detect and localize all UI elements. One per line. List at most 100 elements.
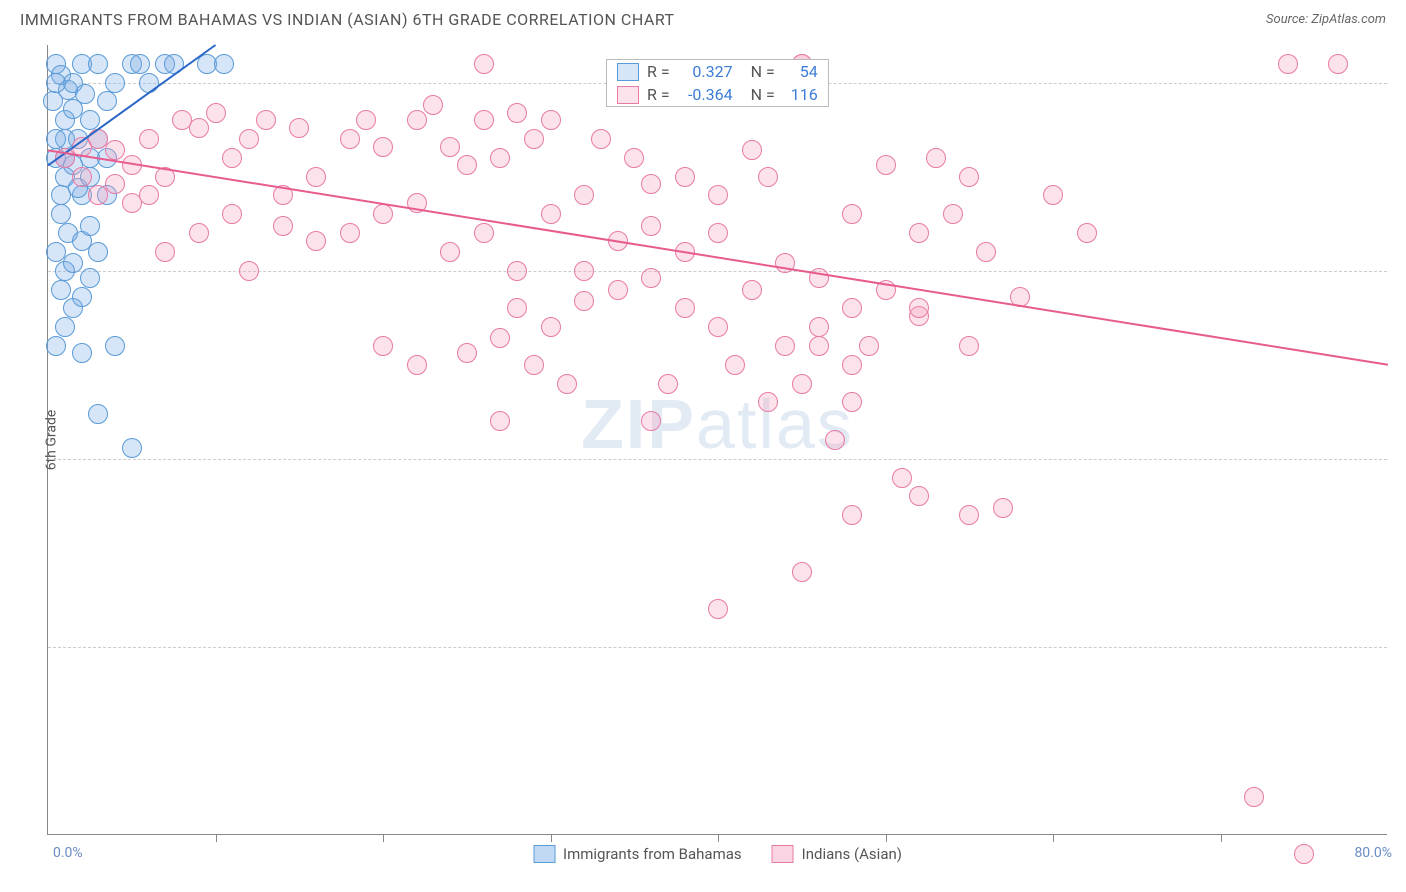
- data-point: [792, 562, 812, 582]
- data-point: [440, 137, 460, 157]
- r-value: 0.327: [678, 62, 733, 81]
- data-point: [214, 54, 234, 74]
- data-point: [708, 599, 728, 619]
- data-point: [407, 193, 427, 213]
- data-point: [75, 84, 95, 104]
- legend-label: Indians (Asian): [802, 845, 902, 863]
- data-point: [574, 261, 594, 281]
- x-axis-min-label: 0.0%: [53, 845, 83, 861]
- data-point: [373, 336, 393, 356]
- data-point: [63, 253, 83, 273]
- n-label: N =: [751, 85, 775, 104]
- data-point: [574, 185, 594, 205]
- data-point: [474, 54, 494, 74]
- x-tick: [551, 834, 552, 842]
- x-axis-max-label: 80.0%: [1354, 845, 1392, 861]
- data-point: [80, 268, 100, 288]
- data-point: [239, 261, 259, 281]
- data-point: [1294, 844, 1314, 864]
- data-point: [105, 336, 125, 356]
- data-point: [122, 438, 142, 458]
- data-point: [758, 392, 778, 412]
- data-point: [541, 110, 561, 130]
- data-point: [239, 129, 259, 149]
- data-point: [88, 404, 108, 424]
- data-point: [46, 73, 66, 93]
- data-point: [72, 343, 92, 363]
- n-value: 54: [783, 62, 818, 81]
- data-point: [407, 110, 427, 130]
- data-point: [557, 374, 577, 394]
- data-point: [658, 374, 678, 394]
- data-point: [608, 280, 628, 300]
- data-point: [909, 223, 929, 243]
- data-point: [105, 73, 125, 93]
- r-label: R =: [647, 85, 670, 104]
- data-point: [80, 110, 100, 130]
- data-point: [708, 223, 728, 243]
- data-point: [708, 317, 728, 337]
- n-label: N =: [751, 62, 775, 81]
- data-point: [959, 167, 979, 187]
- data-point: [43, 91, 63, 111]
- data-point: [222, 204, 242, 224]
- series-swatch: [617, 63, 639, 81]
- data-point: [507, 261, 527, 281]
- data-point: [758, 167, 778, 187]
- data-point: [130, 54, 150, 74]
- data-point: [97, 91, 117, 111]
- r-label: R =: [647, 62, 670, 81]
- data-point: [46, 336, 66, 356]
- data-point: [373, 137, 393, 157]
- data-point: [775, 253, 795, 273]
- data-point: [306, 231, 326, 251]
- data-point: [792, 374, 812, 394]
- source-attribution: Source: ZipAtlas.com: [1266, 12, 1386, 27]
- data-point: [591, 129, 611, 149]
- data-point: [46, 129, 66, 149]
- data-point: [122, 155, 142, 175]
- gridline-horizontal: [48, 459, 1387, 460]
- data-point: [809, 268, 829, 288]
- data-point: [1244, 787, 1264, 807]
- data-point: [407, 355, 427, 375]
- data-point: [641, 174, 661, 194]
- data-point: [373, 204, 393, 224]
- data-point: [206, 103, 226, 123]
- data-point: [507, 298, 527, 318]
- data-point: [574, 291, 594, 311]
- data-point: [876, 155, 896, 175]
- data-point: [222, 148, 242, 168]
- legend-label: Immigrants from Bahamas: [563, 845, 742, 863]
- data-point: [289, 118, 309, 138]
- data-point: [959, 336, 979, 356]
- data-point: [725, 355, 745, 375]
- legend-swatch: [533, 845, 555, 863]
- data-point: [859, 336, 879, 356]
- stats-row: R =-0.364N =116: [607, 83, 828, 106]
- correlation-stats-box: R = 0.327 N = 54 R =-0.364N =116: [606, 59, 829, 107]
- data-point: [88, 54, 108, 74]
- data-point: [1043, 185, 1063, 205]
- data-point: [641, 411, 661, 431]
- data-point: [842, 355, 862, 375]
- data-point: [164, 54, 184, 74]
- data-point: [842, 204, 862, 224]
- gridline-horizontal: [48, 647, 1387, 648]
- watermark: ZIPatlas: [581, 384, 854, 464]
- legend: Immigrants from Bahamas Indians (Asian): [533, 845, 902, 863]
- legend-swatch: [772, 845, 794, 863]
- data-point: [88, 242, 108, 262]
- data-point: [189, 223, 209, 243]
- data-point: [72, 167, 92, 187]
- data-point: [273, 185, 293, 205]
- data-point: [842, 298, 862, 318]
- data-point: [490, 148, 510, 168]
- data-point: [51, 280, 71, 300]
- data-point: [943, 204, 963, 224]
- data-point: [55, 317, 75, 337]
- data-point: [809, 336, 829, 356]
- data-point: [457, 155, 477, 175]
- data-point: [524, 355, 544, 375]
- data-point: [155, 242, 175, 262]
